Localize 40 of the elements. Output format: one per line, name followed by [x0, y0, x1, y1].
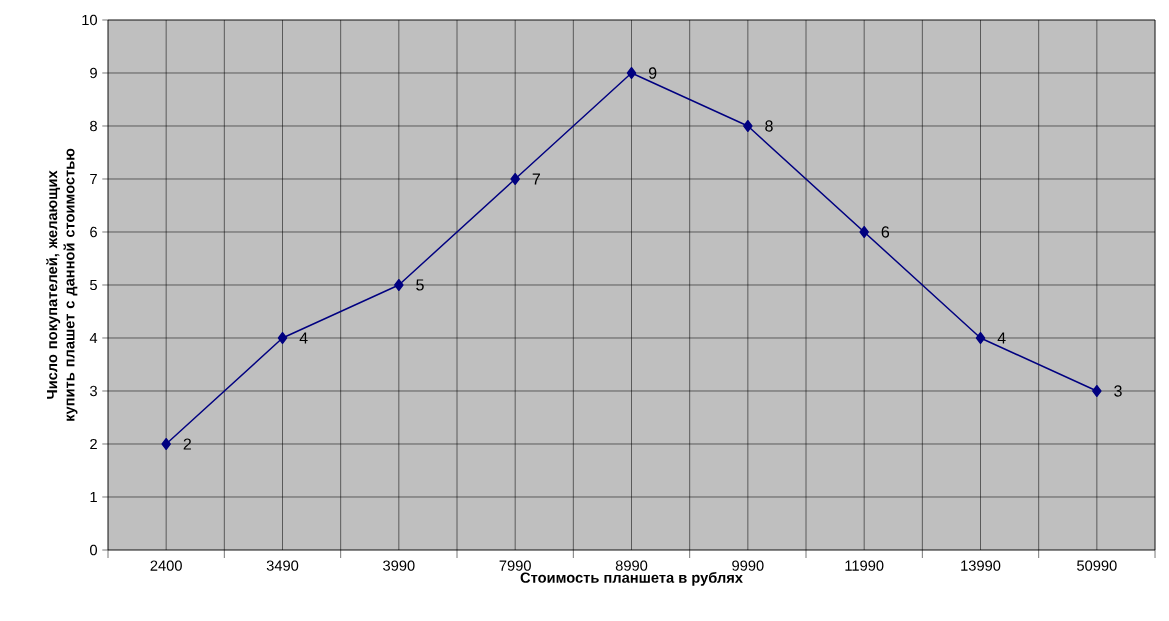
y-tick-label: 2 — [90, 438, 97, 450]
data-label: 6 — [881, 226, 890, 238]
y-tick-label: 1 — [90, 491, 97, 503]
y-tick-label: 10 — [82, 14, 98, 26]
data-label: 4 — [299, 332, 308, 344]
x-tick-label: 7990 — [499, 560, 531, 571]
data-label: 2 — [183, 438, 191, 450]
data-label: 9 — [648, 67, 657, 79]
data-label: 7 — [532, 173, 540, 185]
y-tick-label: 5 — [90, 279, 97, 291]
point — [859, 225, 869, 239]
y-tick-label: 9 — [90, 67, 97, 79]
x-tick-label: 8990 — [615, 560, 648, 571]
x-tick-label: 11990 — [845, 560, 884, 571]
point — [626, 66, 637, 80]
point — [161, 437, 171, 451]
data-label: 5 — [416, 279, 424, 291]
y-tick-label: 6 — [90, 226, 97, 238]
point — [394, 278, 404, 292]
x-tick-label: 13990 — [961, 560, 1001, 571]
y-tick-label: 0 — [90, 544, 98, 556]
x-tick-label: 50990 — [1077, 560, 1117, 571]
x-tick-label: 9990 — [732, 560, 764, 571]
y-tick-label: 4 — [89, 332, 98, 344]
point — [975, 331, 986, 345]
x-tick-label: 2400 — [150, 560, 182, 571]
point — [743, 119, 753, 133]
point — [277, 331, 288, 345]
data-label: 3 — [1114, 385, 1122, 397]
data-label: 4 — [997, 332, 1006, 344]
point — [510, 172, 520, 186]
point — [1092, 384, 1102, 398]
x-axis-title: Стоимость планшета в рублях — [520, 571, 743, 586]
data-label: 8 — [765, 120, 773, 132]
y-axis-title: Число покупателей, желающих купить плашет с данной стоимостью — [46, 148, 78, 421]
y-tick-label: 7 — [90, 173, 97, 185]
x-tick-label: 3990 — [383, 560, 415, 571]
x-tick-label: 3490 — [266, 560, 299, 571]
y-tick-label: 3 — [90, 385, 97, 397]
y-tick-label: 8 — [90, 120, 97, 132]
